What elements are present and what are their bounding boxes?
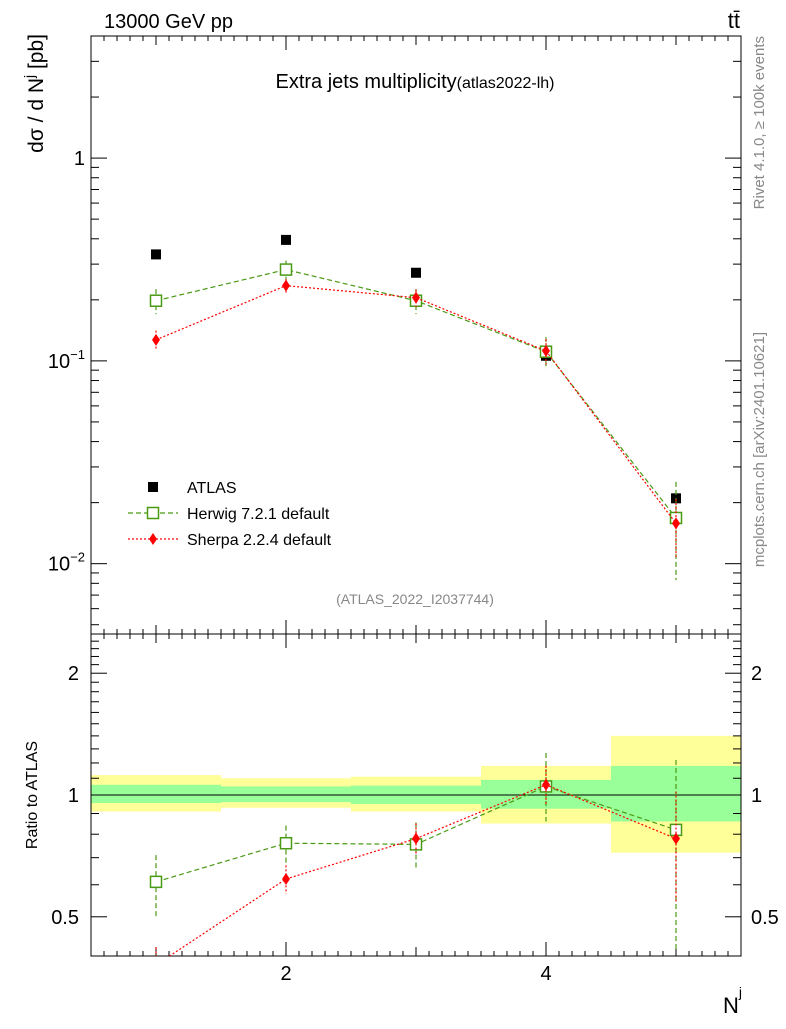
main-panel: 1 10−1 10−2 — [48, 35, 742, 635]
legend-label: Herwig 7.2.1 default — [187, 506, 330, 523]
data-point — [282, 872, 290, 885]
ratio-ylabel: Ratio to ATLAS — [24, 741, 41, 849]
y-tick-label: 10−1 — [48, 347, 85, 373]
data-point — [672, 517, 680, 530]
analysis-label: (ATLAS_2022_I2037744) — [336, 591, 494, 607]
ratio-y-tick-label: 2 — [68, 663, 79, 685]
data-point — [279, 836, 293, 850]
data-point — [281, 234, 291, 245]
data-point — [411, 267, 421, 278]
data-point — [148, 482, 158, 492]
legend-label: Sherpa 2.2.4 default — [187, 532, 332, 549]
data-point — [149, 875, 163, 889]
data-point — [542, 778, 550, 791]
legend-item: ATLAS — [148, 480, 237, 497]
y-tick-label: 10−2 — [48, 550, 85, 576]
ratio-band-green — [91, 784, 221, 804]
data-point — [151, 249, 161, 260]
ratio-y-tick-label: 0.5 — [51, 907, 79, 929]
x-tick-label: 2 — [280, 963, 291, 985]
ratio-panel: 2 4 0.5 0.5 1 1 2 2 — [51, 633, 779, 985]
ratio-band-green — [221, 786, 351, 803]
x-axis-label: Nj — [723, 984, 742, 1018]
ratio-y-tick-label-right: 1 — [751, 785, 762, 807]
data-point — [542, 344, 550, 357]
data-point — [672, 832, 680, 845]
data-point — [279, 263, 293, 276]
rivet-label: Rivet 4.1.0, ≥ 100k events — [751, 36, 768, 209]
legend-item: Sherpa 2.2.4 default — [128, 532, 332, 549]
data-point — [146, 506, 160, 520]
process-label: tt̄ — [728, 8, 740, 33]
ratio-y-tick-label-right: 0.5 — [751, 907, 779, 929]
ratio-y-tick-label: 1 — [68, 785, 79, 807]
data-point — [152, 333, 160, 346]
plot-title: Extra jets multiplicity(atlas2022-lh) — [276, 71, 555, 93]
data-point — [412, 291, 420, 304]
data-point — [412, 832, 420, 845]
legend-label: ATLAS — [187, 480, 237, 497]
mcplots-label: mcplots.cern.ch [arXiv:2401.10621] — [751, 332, 768, 567]
data-point — [149, 533, 157, 545]
series-line — [155, 285, 677, 524]
legend-item: Herwig 7.2.1 default — [128, 506, 330, 523]
ratio-y-tick-label-right: 2 — [751, 663, 762, 685]
legend: ATLAS Herwig 7.2.1 default Sherpa 2.2.4 de… — [128, 480, 332, 549]
data-point — [149, 294, 163, 307]
x-tick-label: 4 — [540, 963, 551, 985]
main-ylabel: dσ / d Nj [pb] — [21, 34, 48, 153]
y-tick-label: 1 — [74, 148, 85, 170]
energy-label: 13000 GeV pp — [104, 11, 233, 33]
data-point — [282, 279, 290, 292]
